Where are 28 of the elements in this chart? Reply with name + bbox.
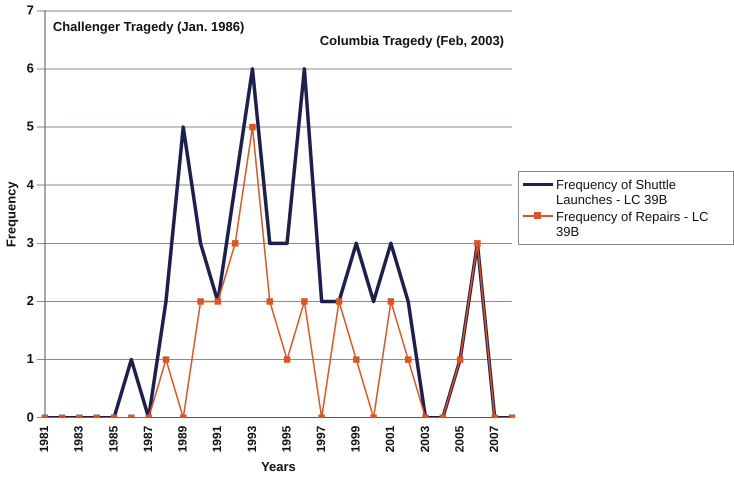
y-tick-label: 4 — [26, 176, 35, 192]
x-tick-label: 1993 — [244, 425, 259, 452]
legend-label: Frequency of Repairs - LC 39B — [556, 209, 710, 239]
y-axis-title: Frequency — [3, 180, 18, 248]
x-tick-label: 2005 — [452, 425, 466, 452]
y-tick-label: 5 — [26, 118, 34, 134]
x-tick-label: 1987 — [140, 425, 155, 452]
x-tick-label: 1995 — [279, 425, 294, 452]
x-tick-label: 1985 — [106, 425, 120, 452]
x-tick-label: 1989 — [176, 425, 190, 452]
y-tick-label: 7 — [26, 2, 34, 18]
x-tick-label: 2001 — [383, 425, 398, 452]
y-tick-label: 3 — [26, 234, 34, 250]
x-tick-label: 1981 — [37, 425, 52, 452]
legend-label: Frequency of Shuttle Launches - LC 39B — [556, 177, 677, 207]
annotation: Columbia Tragedy (Feb, 2003) — [320, 32, 504, 48]
x-tick-label: 1997 — [314, 425, 328, 452]
y-tick-label: 1 — [26, 351, 34, 366]
y-tick-label: 2 — [26, 293, 34, 308]
y-tick-label: 0 — [26, 409, 34, 424]
x-axis-title: Years — [261, 458, 296, 474]
x-tick-label: 1991 — [210, 425, 224, 452]
x-tick-label: 2003 — [418, 425, 432, 452]
x-tick-label: 2007 — [487, 425, 502, 452]
x-tick-label: 1999 — [348, 425, 363, 452]
y-tick-label: 6 — [26, 60, 34, 76]
annotation: Challenger Tragedy (Jan. 1986) — [52, 18, 244, 34]
x-tick-label: 1983 — [72, 425, 86, 452]
